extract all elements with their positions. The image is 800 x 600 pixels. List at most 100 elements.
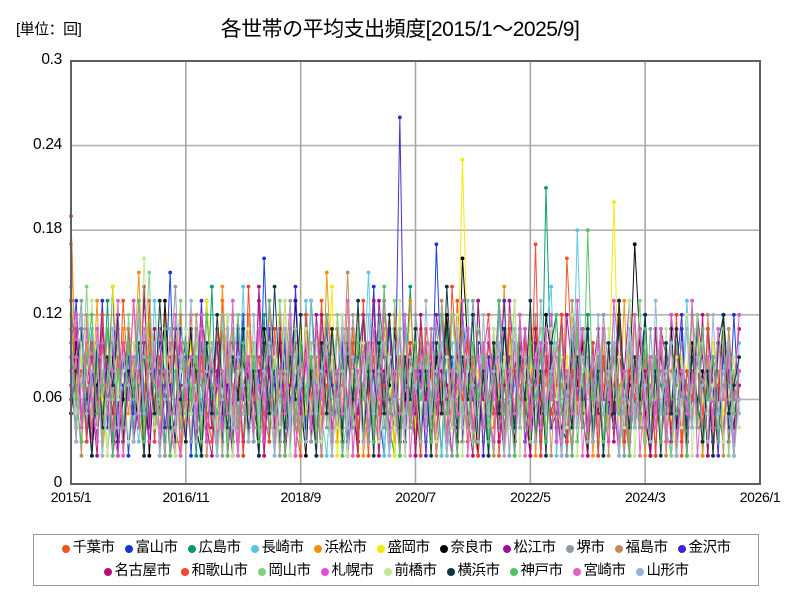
series-marker [617,298,621,303]
legend-item-金沢市[interactable]: 金沢市 [677,541,731,556]
series-marker [439,411,444,416]
series-marker [257,284,261,289]
series-marker [194,312,199,317]
series-marker [632,425,637,430]
series-marker [732,312,736,317]
series-marker [408,341,413,345]
series-marker [147,439,152,444]
series-marker [429,411,434,416]
series-marker [152,383,157,388]
series-marker [163,298,167,303]
series-marker [324,425,329,430]
series-marker [690,425,695,430]
series-marker [283,453,287,458]
series-marker [392,425,397,430]
series-marker [653,439,658,444]
series-marker [732,453,736,458]
legend-marker-icon [446,567,455,576]
legend-item-名古屋市[interactable]: 名古屋市 [103,564,171,579]
legend-item-富山市[interactable]: 富山市 [124,541,178,556]
series-marker [486,439,491,444]
legend-item-宮崎市[interactable]: 宮崎市 [572,564,626,579]
series-marker [116,298,120,303]
series-marker [434,369,439,374]
legend-item-横浜市[interactable]: 横浜市 [446,564,500,579]
series-marker [319,439,324,444]
series-marker [726,453,731,458]
legend-item-札幌市[interactable]: 札幌市 [320,564,374,579]
series-marker [110,453,115,458]
series-marker [481,425,486,430]
series-marker [152,327,157,331]
series-marker [277,369,282,374]
series-marker [455,298,460,303]
series-marker [533,397,538,402]
series-marker [533,312,538,317]
series-marker [366,453,371,458]
series-marker [79,298,84,303]
legend-item-広島市[interactable]: 広島市 [187,541,241,556]
series-marker [361,298,366,303]
legend-item-長崎市[interactable]: 長崎市 [250,541,304,556]
series-marker [356,341,360,345]
series-marker [210,383,214,388]
series-marker [397,453,402,458]
series-marker [721,369,726,374]
series-marker [215,369,220,374]
series-marker [465,355,470,359]
series-marker [356,383,360,388]
series-marker [110,397,115,402]
series-marker [241,341,246,345]
legend-item-label: 福島市 [625,540,669,556]
series-marker [471,298,475,303]
series-marker [580,327,585,331]
series-marker [450,312,454,317]
legend-item-岡山市[interactable]: 岡山市 [257,564,311,579]
series-marker [585,383,590,388]
series-marker [392,397,397,402]
series-marker [168,453,173,458]
series-marker [272,327,277,331]
legend-item-神戸市[interactable]: 神戸市 [509,564,563,579]
series-marker [580,453,585,458]
series-marker [481,439,486,444]
series-marker [507,425,512,430]
series-marker [147,270,152,275]
series-marker [241,383,246,388]
series-marker [335,369,340,374]
series-marker [74,298,79,303]
series-marker [596,312,601,317]
series-marker [705,397,710,402]
legend-item-福島市[interactable]: 福島市 [614,540,669,556]
legend-row: 名古屋市 和歌山市 岡山市 札幌市 前橋市 横浜市 神戸市 宮崎市 山形市 [34,560,758,583]
series-marker [486,411,491,416]
series-marker [116,369,120,374]
series-marker [257,298,261,303]
series-marker [507,369,512,374]
x-axis-tick-label: 2015/1 [50,489,92,505]
legend-item-奈良市[interactable]: 奈良市 [439,541,493,556]
legend-item-山形市[interactable]: 山形市 [635,564,689,579]
legend-item-前橋市[interactable]: 前橋市 [383,564,437,579]
legend-item-和歌山市[interactable]: 和歌山市 [180,564,248,579]
series-marker [533,439,538,444]
y-axis-tick-label: 0.3 [41,51,62,68]
series-marker [611,439,616,444]
series-marker [366,439,371,444]
legend-item-浜松市[interactable]: 浜松市 [313,541,367,556]
series-marker [147,341,152,345]
series-marker [345,298,350,303]
series-marker [570,453,574,458]
series-marker [319,397,324,402]
series-marker [554,341,559,345]
legend-item-堺市[interactable]: 堺市 [565,541,605,556]
legend-item-松江市[interactable]: 松江市 [502,541,556,556]
series-marker [674,453,679,458]
series-marker [570,327,574,331]
series-marker [585,453,590,458]
legend-item-盛岡市[interactable]: 盛岡市 [376,541,430,556]
series-marker [387,312,392,317]
series-marker [601,312,606,317]
legend-item-千葉市[interactable]: 千葉市 [61,541,115,556]
